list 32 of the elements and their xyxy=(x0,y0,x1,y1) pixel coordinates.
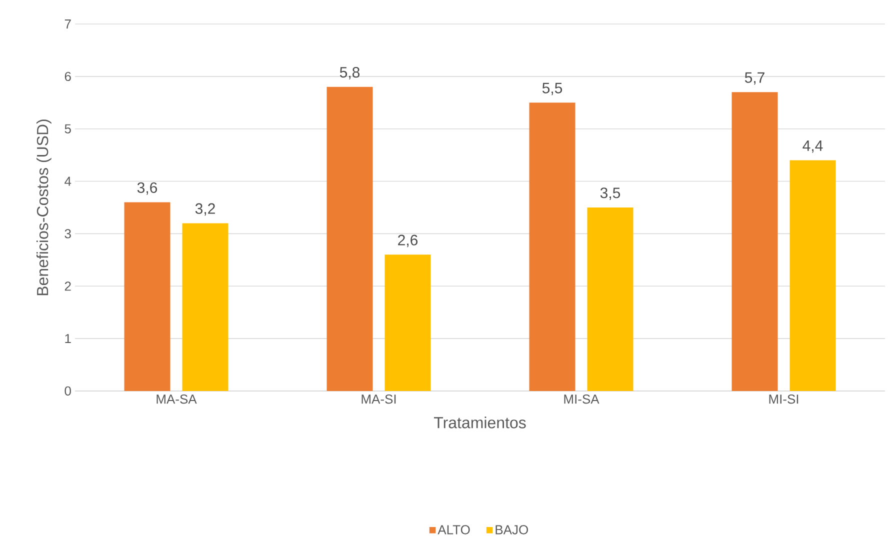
x-tick-label: MI-SA xyxy=(564,394,600,404)
legend-label: BAJO xyxy=(496,525,528,534)
x-tick-label: MA-SI xyxy=(362,394,396,404)
y-tick-label: 0 xyxy=(64,386,71,396)
data-label: 2,6 xyxy=(398,234,418,248)
y-tick-label: 1 xyxy=(65,334,71,344)
y-tick-label: 3 xyxy=(64,229,71,238)
bar xyxy=(326,86,373,391)
bar xyxy=(124,202,170,391)
bar xyxy=(790,160,836,391)
x-tick-label: MI-SI xyxy=(769,394,798,404)
bar xyxy=(182,223,228,391)
x-axis-title: Tratamientos xyxy=(434,416,526,428)
x-tick-label: MA-SA xyxy=(156,394,197,404)
data-label: 3,2 xyxy=(195,203,215,216)
y-tick-label: 4 xyxy=(64,176,72,186)
bar xyxy=(587,207,634,391)
data-label: 5,7 xyxy=(744,72,764,85)
data-label: 5,5 xyxy=(542,82,562,96)
y-tick-label: 6 xyxy=(64,72,71,82)
y-tick-label: 7 xyxy=(64,20,71,28)
data-label: 3,5 xyxy=(600,188,620,200)
bar xyxy=(384,254,431,391)
y-tick-label: 2 xyxy=(64,282,71,291)
data-label: 4,4 xyxy=(802,140,823,153)
y-tick-label: 5 xyxy=(64,124,71,134)
legend-label: ALTO xyxy=(438,525,470,534)
data-label: 5,8 xyxy=(340,66,360,80)
bar xyxy=(529,102,576,391)
bar xyxy=(732,92,778,391)
y-axis-title: Beneficios-Costos (USD) xyxy=(36,120,52,296)
data-label: 3,6 xyxy=(137,182,158,195)
